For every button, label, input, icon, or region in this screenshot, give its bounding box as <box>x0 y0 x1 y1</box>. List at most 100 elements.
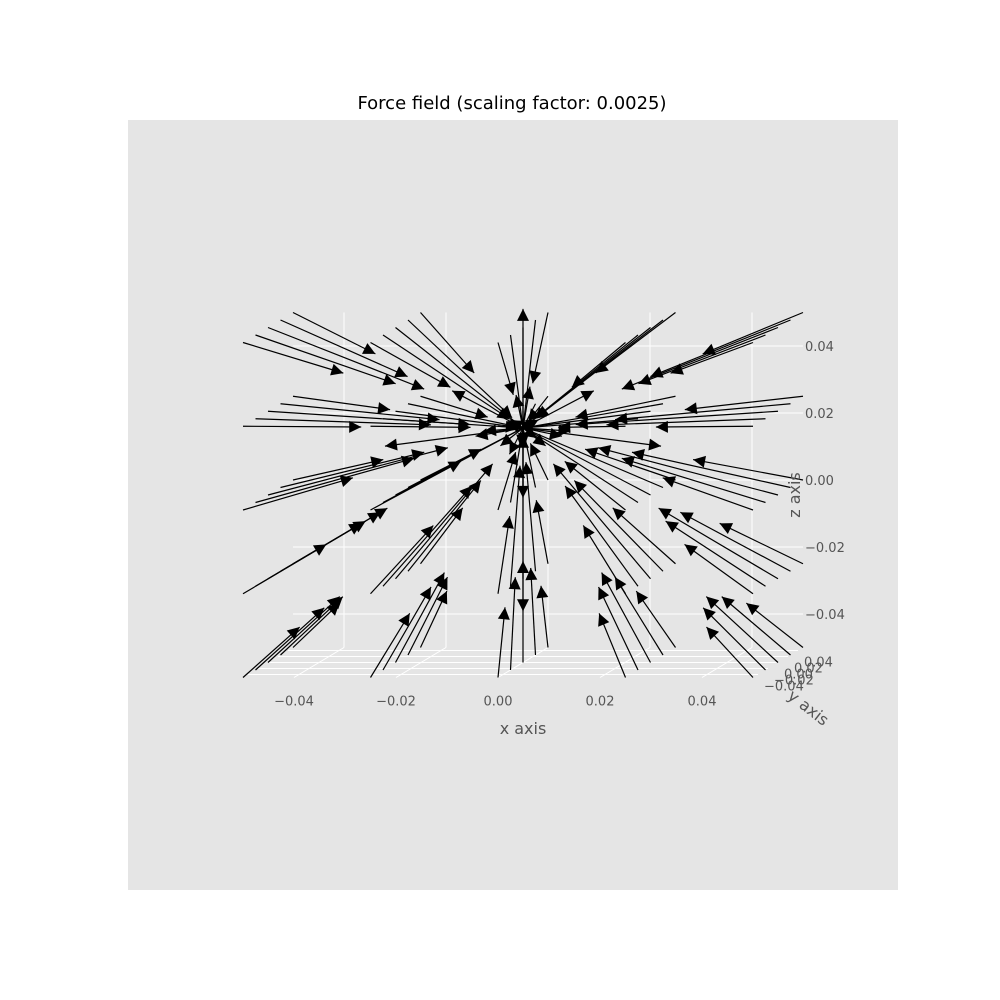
arrow-head <box>410 379 425 391</box>
y-tick-label: 0.02 <box>794 662 823 677</box>
arrow-head <box>680 512 694 524</box>
arrow-head <box>419 586 432 601</box>
arrow-shaft <box>242 341 344 374</box>
arrow-head <box>636 591 649 605</box>
y-tick-label: −0.02 <box>774 674 814 689</box>
arrow-head <box>497 607 510 620</box>
arrow-shaft <box>369 613 411 678</box>
arrow-head <box>361 343 376 354</box>
arrow-head <box>693 455 706 468</box>
arrow-head <box>706 627 720 640</box>
arrow-shaft <box>382 586 432 671</box>
arrow-head <box>505 420 518 433</box>
arrow-shaft <box>658 507 779 580</box>
y-tick-label: −0.04 <box>764 680 804 695</box>
arrow-shaft <box>407 403 563 437</box>
arrow-shaft <box>575 395 676 418</box>
arrow-head <box>598 444 612 457</box>
arrow-head <box>564 461 578 474</box>
arrow-head <box>458 421 471 434</box>
arrow-head <box>536 585 549 599</box>
arrow-head <box>394 366 408 378</box>
arrow-head <box>655 420 668 433</box>
arrow-shaft <box>650 319 791 378</box>
arrow-head <box>530 443 541 457</box>
arrow-shaft <box>665 520 766 587</box>
arrow-head <box>312 544 327 556</box>
arrow-head <box>286 627 300 640</box>
arrow-head <box>330 363 344 376</box>
arrow-shaft <box>575 410 779 426</box>
arrow-head <box>521 462 533 475</box>
arrow-head <box>517 485 529 498</box>
arrow-shaft <box>684 395 804 411</box>
arrow-shaft <box>621 457 766 504</box>
arrow-head <box>500 433 514 446</box>
axes-background <box>128 120 898 890</box>
arrow-shaft <box>370 341 451 388</box>
arrow-head <box>601 572 613 586</box>
arrow-head <box>374 508 388 520</box>
arrow-head <box>662 476 677 488</box>
arrow-shaft <box>280 319 408 378</box>
arrow-head <box>480 463 493 477</box>
x-tick-label: −0.04 <box>274 695 314 710</box>
arrow-shaft <box>370 425 471 428</box>
x-tick-label: −0.02 <box>376 695 416 710</box>
arrow-shaft <box>509 419 639 504</box>
arrow-shaft <box>606 418 766 426</box>
arrow-shaft <box>533 334 639 420</box>
arrow-shaft <box>280 403 440 421</box>
arrow-head <box>504 381 516 395</box>
y-tick-label: 0.04 <box>804 656 833 671</box>
arrow-shaft <box>532 312 549 384</box>
arrow-head <box>437 376 451 388</box>
z-tick-label: −0.04 <box>805 608 845 623</box>
arrow-head <box>436 591 448 605</box>
arrow-head <box>461 360 475 374</box>
x-tick-label: 0.04 <box>688 695 717 710</box>
arrow-head <box>658 508 672 520</box>
arrow-head <box>571 375 585 388</box>
arrow-shaft <box>395 463 494 580</box>
arrow-head <box>703 607 716 621</box>
z-tick-label: 0.00 <box>805 474 834 489</box>
arrow-head <box>565 485 578 500</box>
arrow-shaft <box>242 543 327 595</box>
arrow-shaft <box>451 390 651 496</box>
arrow-head <box>517 599 529 612</box>
arrow-head <box>339 475 353 487</box>
arrow-shaft <box>420 312 475 374</box>
arrow-shaft <box>598 586 639 671</box>
arrow-head <box>529 370 542 384</box>
arrow-head <box>349 420 362 433</box>
arrow-shaft <box>705 596 779 663</box>
arrow-head <box>532 500 545 514</box>
z-tick-label: −0.02 <box>805 541 845 556</box>
arrow-shaft <box>670 341 754 374</box>
arrow-head <box>352 521 366 533</box>
grid-line <box>701 647 753 678</box>
arrow-shaft <box>564 485 639 587</box>
arrow-shaft <box>255 334 396 385</box>
arrow-head <box>525 419 539 431</box>
arrow-shaft <box>721 596 791 656</box>
arrow-shaft <box>242 477 354 511</box>
arrow-shaft <box>564 460 626 511</box>
arrow-head <box>398 613 410 627</box>
arrow-shaft <box>509 334 526 445</box>
arrow-head <box>366 512 381 524</box>
arrow-shaft <box>382 334 511 420</box>
arrow-shaft <box>684 543 754 595</box>
arrow-head <box>702 343 717 355</box>
arrow-head <box>706 596 720 610</box>
arrow-head <box>508 577 521 590</box>
arrow-shaft <box>601 572 652 663</box>
arrow-head <box>532 433 546 446</box>
arrow-head <box>746 603 760 616</box>
arrow-head <box>684 402 698 415</box>
arrow-head <box>400 455 415 468</box>
arrow-head <box>580 390 594 402</box>
arrow-head <box>512 394 525 408</box>
arrow-head <box>621 456 635 468</box>
